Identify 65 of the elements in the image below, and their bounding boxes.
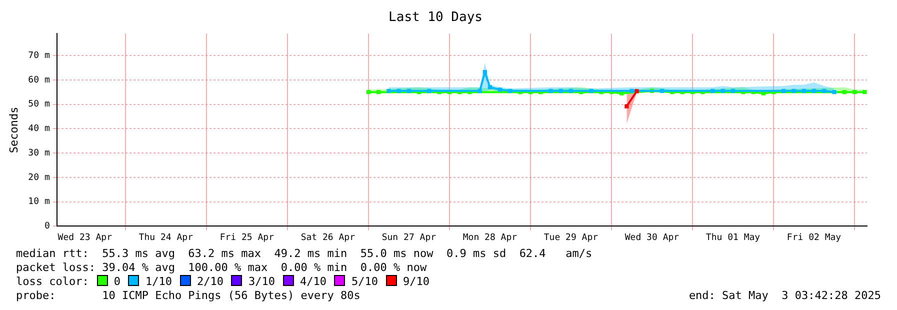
point	[376, 90, 381, 94]
y-tick-label: 20 m	[28, 172, 50, 183]
point	[624, 104, 629, 108]
chart-title: Last 10 Days	[388, 10, 482, 26]
point	[620, 91, 624, 96]
y-axis-title: Seconds	[7, 106, 20, 154]
point	[366, 90, 370, 94]
legend-label: 1/10	[145, 275, 172, 288]
point	[630, 88, 634, 93]
point	[782, 88, 786, 93]
point	[802, 88, 806, 93]
point	[792, 88, 796, 93]
legend-label: 9/10	[402, 275, 430, 288]
point	[842, 90, 846, 94]
point	[406, 88, 411, 93]
point	[558, 88, 563, 93]
x-tick-label: Thu 24 Apr	[138, 232, 194, 243]
legend-label: 5/10	[351, 275, 378, 288]
point	[488, 85, 492, 90]
point	[862, 90, 867, 94]
text: probe: 10 ICMP Echo Pings (56 Bytes) every 80s	[16, 289, 360, 303]
y-tick-label: 70 m	[28, 50, 50, 61]
point	[427, 88, 432, 93]
legend-label: 2/10	[196, 275, 224, 288]
point	[660, 88, 664, 93]
text: end: Sat May 3 03:42:28 2025	[688, 289, 881, 303]
x-tick-label: Sat 26 Apr	[300, 232, 356, 243]
legend-label: 4/10	[300, 275, 326, 288]
point	[761, 91, 766, 96]
point	[396, 88, 401, 93]
y-tick-label: 10 m	[28, 197, 50, 208]
text: packet loss: 39.04 % avg 100.00 % max 0.00 % min 0.00 % now	[16, 261, 428, 275]
y-tick-label: 40 m	[28, 124, 50, 134]
point	[568, 88, 574, 93]
point	[832, 90, 836, 94]
y-tick-label: 30 m	[28, 148, 50, 158]
point	[720, 88, 725, 93]
point	[508, 88, 512, 93]
point	[482, 70, 487, 74]
x-tick-label: Sun 27 Apr	[382, 232, 437, 243]
point	[822, 88, 826, 93]
x-tick-label: Fri 02 May	[786, 232, 842, 243]
point	[498, 88, 502, 92]
legend-label: 3/10	[248, 275, 275, 288]
x-tick-label: Wed 30 Apr	[624, 232, 680, 243]
x-tick-label: Tue 29 Apr	[544, 232, 599, 243]
point	[634, 89, 639, 94]
x-tick-label: Mon 28 Apr	[462, 232, 518, 243]
text: median rtt: 55.3 ms avg 63.2 ms max 49.2 ms min 55.0 ms now 0.9 ms sd 62.4 am/s	[16, 247, 594, 261]
point	[710, 88, 715, 93]
point	[478, 88, 482, 93]
point	[548, 88, 553, 93]
point	[386, 88, 391, 93]
x-tick-label: Thu 01 May	[706, 232, 761, 243]
x-tick-label: Fri 25 Apr	[220, 232, 275, 243]
point	[852, 90, 857, 94]
x-tick-label: Wed 23 Apr	[58, 232, 113, 243]
y-tick-label: 60 m	[28, 75, 50, 86]
point	[730, 88, 736, 93]
point	[812, 88, 816, 93]
y-tick-label: 50 m	[28, 100, 50, 110]
legend-title: loss color:	[16, 275, 89, 288]
y-tick-label: 0	[44, 222, 50, 232]
legend-label: 0	[114, 275, 120, 288]
point	[589, 88, 594, 93]
